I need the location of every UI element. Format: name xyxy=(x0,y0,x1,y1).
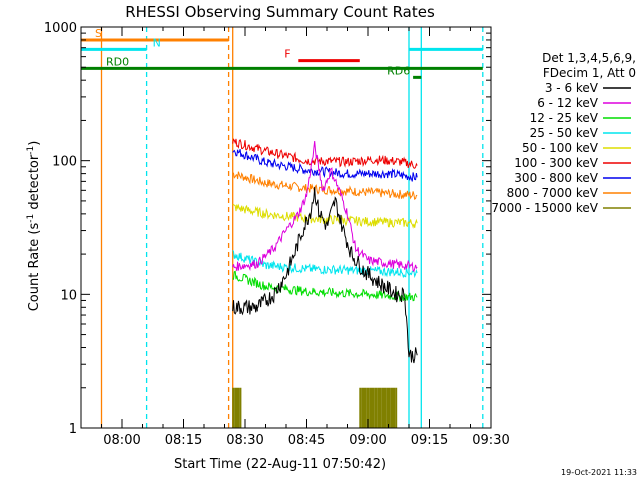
x-tick-label-08-45: 08:45 xyxy=(288,433,325,448)
y-label-sup-2: -1 xyxy=(26,146,36,155)
series-line-12-25-kev xyxy=(232,270,418,302)
x-tick-label-09-00: 09:00 xyxy=(349,433,386,448)
legend-label-50-100-kev: 50 - 100 keV xyxy=(522,141,599,155)
series-line-7000-15000-kev-0 xyxy=(232,387,242,428)
x-axis-label: Start Time (22-Aug-11 07:50:42) xyxy=(174,457,386,472)
x-tick-label-08-30: 08:30 xyxy=(226,433,263,448)
x-tick-label-08-00: 08:00 xyxy=(103,433,140,448)
series-line-800-7000-kev xyxy=(232,171,418,201)
y-tick-label-100: 100 xyxy=(52,155,77,170)
y-tick-label-1: 1 xyxy=(69,422,77,437)
legend-label-300-800-kev: 300 - 800 keV xyxy=(514,171,598,185)
legend-header-detectors: Det 1,3,4,5,6,9, xyxy=(542,51,636,65)
series-line-100-300-kev xyxy=(232,138,418,169)
annotation-label-s: S xyxy=(95,27,102,40)
y-label-part-3: ) xyxy=(27,141,42,146)
series-line-3-6-kev xyxy=(232,186,418,364)
legend-label-3-6-kev: 3 - 6 keV xyxy=(545,81,599,95)
x-tick-label-09-30: 09:30 xyxy=(472,433,509,448)
legend-label-100-300-kev: 100 - 300 keV xyxy=(514,156,598,170)
annotation-label-n: N xyxy=(153,36,161,49)
legend-label-800-7000-kev: 800 - 7000 keV xyxy=(507,186,599,200)
plot-area: S N F RD0 RD6 xyxy=(81,27,484,428)
legend-label-25-50-kev: 25 - 50 keV xyxy=(530,126,599,140)
axes: 08:00 08:15 08:30 08:45 09:00 09:15 09:30 1 10 10… xyxy=(44,21,510,448)
legend-header-decimation: FDecim 1, Att 0 xyxy=(543,66,636,80)
y-label-part-1: Count Rate (s xyxy=(27,223,42,312)
legend-label-6-12-kev: 6 - 12 keV xyxy=(537,96,599,110)
x-tick-label-08-15: 08:15 xyxy=(165,433,202,448)
chart-title: RHESSI Observing Summary Count Rates xyxy=(125,3,435,21)
y-tick-label-1000: 1000 xyxy=(44,21,77,36)
plot-timestamp: 19-Oct-2021 11:33 xyxy=(561,468,637,477)
legend-label-12-25-kev: 12 - 25 keV xyxy=(530,111,599,125)
series-line-6-12-kev xyxy=(232,140,418,273)
y-tick-label-10: 10 xyxy=(60,288,77,303)
series-line-7000-15000-kev-1 xyxy=(359,387,398,428)
series-line-50-100-kev xyxy=(232,203,418,229)
annotation-label-rd6: RD6 xyxy=(387,64,410,77)
series-line-25-50-kev xyxy=(232,250,418,279)
x-tick-label-09-15: 09:15 xyxy=(411,433,448,448)
y-axis-label: Count Rate (s-1 detector-1) xyxy=(26,141,42,312)
annotation-label-f: F xyxy=(284,48,290,61)
legend-label-7000-15000-kev: 7000 - 15000 keV xyxy=(491,201,598,215)
annotation-label-rd0: RD0 xyxy=(106,55,129,68)
y-label-sup-1: -1 xyxy=(26,214,36,223)
y-label-part-2: detector xyxy=(27,154,42,214)
series-line-300-800-kev xyxy=(232,148,418,182)
